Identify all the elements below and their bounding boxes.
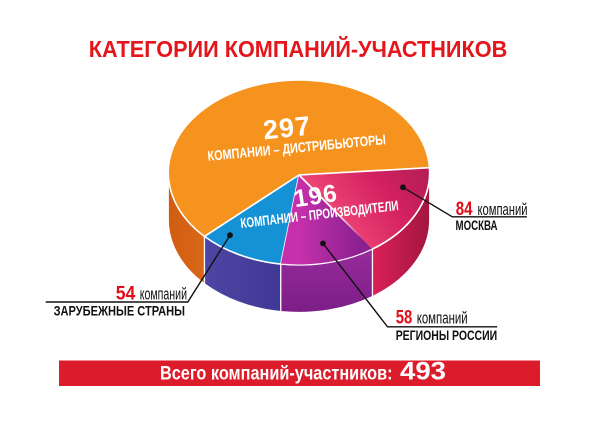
svg-text:компаний: компаний — [417, 308, 468, 327]
svg-text:84: 84 — [456, 199, 473, 220]
svg-text:54: 54 — [116, 283, 136, 304]
svg-text:компаний: компаний — [478, 200, 528, 219]
svg-text:КАТЕГОРИИ КОМПАНИЙ-УЧАСТНИКОВ: КАТЕГОРИИ КОМПАНИЙ-УЧАСТНИКОВ — [89, 35, 508, 62]
svg-text:РЕГИОНЫ РОССИИ: РЕГИОНЫ РОССИИ — [396, 327, 498, 343]
svg-text:297: 297 — [262, 111, 313, 146]
svg-text:493: 493 — [400, 358, 446, 386]
svg-text:компаний: компаний — [140, 284, 187, 303]
svg-text:58: 58 — [396, 307, 413, 328]
svg-text:МОСКВА: МОСКВА — [456, 217, 498, 233]
svg-text:ЗАРУБЕЖНЫЕ СТРАНЫ: ЗАРУБЕЖНЫЕ СТРАНЫ — [54, 302, 185, 318]
svg-text:Всего компаний-участников:: Всего компаний-участников: — [160, 363, 393, 385]
svg-text:196: 196 — [292, 180, 339, 213]
